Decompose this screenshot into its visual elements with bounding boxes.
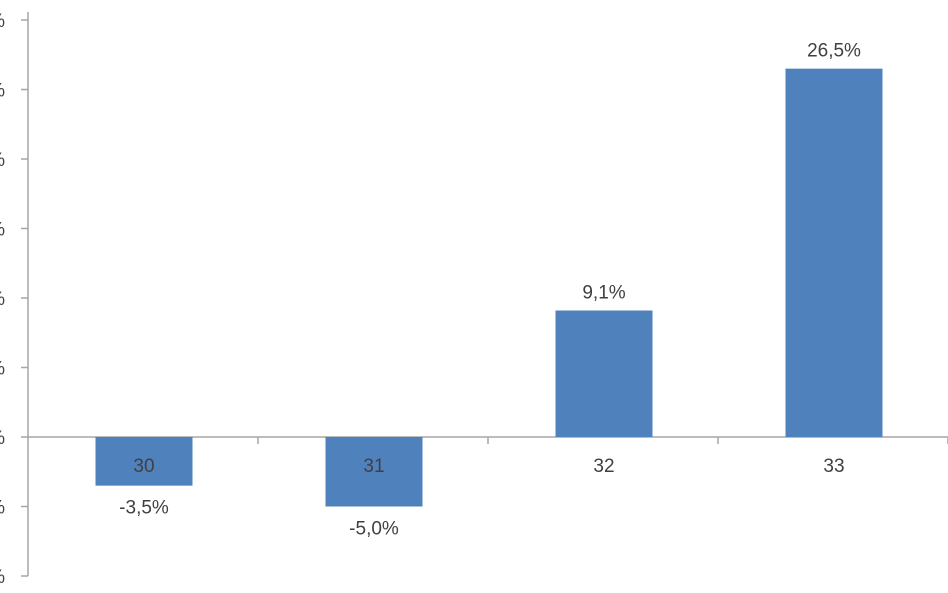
bar-31 xyxy=(325,437,423,507)
category-label: 31 xyxy=(363,456,384,477)
category-label: 30 xyxy=(133,456,154,477)
bar-32 xyxy=(555,310,653,437)
y-tick-label: % xyxy=(0,567,5,588)
y-tick-label: % xyxy=(0,359,5,380)
data-label: 9,1% xyxy=(582,283,625,304)
y-tick-label: % xyxy=(0,150,5,171)
bars xyxy=(95,68,883,507)
y-tick-label: % xyxy=(0,428,5,449)
data-label: 26,5% xyxy=(807,41,861,62)
bar-30 xyxy=(95,437,193,486)
y-tick-label: % xyxy=(0,11,5,32)
labels: 30 -3,5% 31 -5,0% 32 9,1% 33 26,5% xyxy=(119,41,861,540)
y-tick-label: % xyxy=(0,498,5,519)
y-tick-label: % xyxy=(0,289,5,310)
bar-33 xyxy=(785,68,883,438)
data-label: -3,5% xyxy=(119,498,169,519)
y-tick-label: % xyxy=(0,220,5,241)
y-tick-label: % xyxy=(0,81,5,102)
data-label: -5,0% xyxy=(349,519,399,540)
category-label: 33 xyxy=(823,456,844,477)
category-label: 32 xyxy=(593,456,614,477)
